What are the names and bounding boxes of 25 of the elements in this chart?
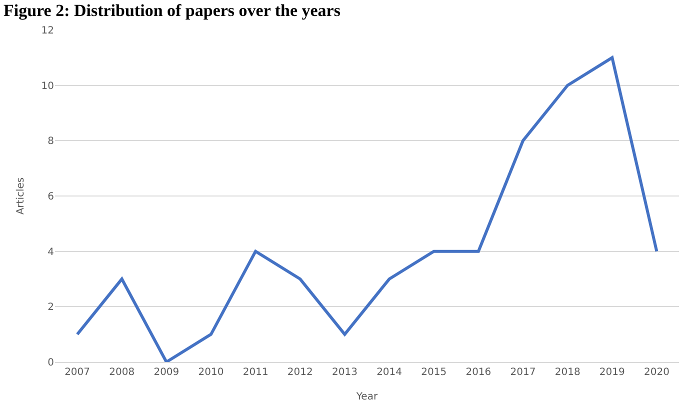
x-axis-title: Year xyxy=(355,392,378,402)
y-tick-label: 4 xyxy=(48,246,54,258)
x-tick-label: 2014 xyxy=(376,367,402,378)
y-tick-label: 2 xyxy=(48,302,54,314)
x-tick-label: 2007 xyxy=(64,367,90,378)
line-series xyxy=(76,56,658,362)
y-axis-title: Articles xyxy=(15,177,26,215)
y-tick-label: 10 xyxy=(41,80,54,92)
x-tick-label: 2008 xyxy=(109,367,135,378)
x-tick-label: 2019 xyxy=(599,367,625,378)
x-tick-label: 2015 xyxy=(421,367,447,378)
x-tick-label: 2016 xyxy=(466,367,492,378)
x-tick-label: 2011 xyxy=(242,367,268,378)
x-tick-label: 2009 xyxy=(154,367,180,378)
x-tick-label: 2012 xyxy=(287,367,313,378)
x-tick-label: 2020 xyxy=(644,367,670,378)
chart-title: Figure 2: Distribution of papers over the years xyxy=(3,1,341,20)
y-tick-label: 0 xyxy=(48,358,54,368)
y-tick-label: 12 xyxy=(41,26,54,36)
x-tick-label: 2018 xyxy=(554,367,580,378)
y-tick-label: 8 xyxy=(48,136,54,148)
y-tick-label: 6 xyxy=(48,192,54,202)
x-tick-label: 2013 xyxy=(332,367,358,378)
x-tick-label: 2010 xyxy=(198,367,224,378)
x-tick-label: 2017 xyxy=(510,367,536,378)
